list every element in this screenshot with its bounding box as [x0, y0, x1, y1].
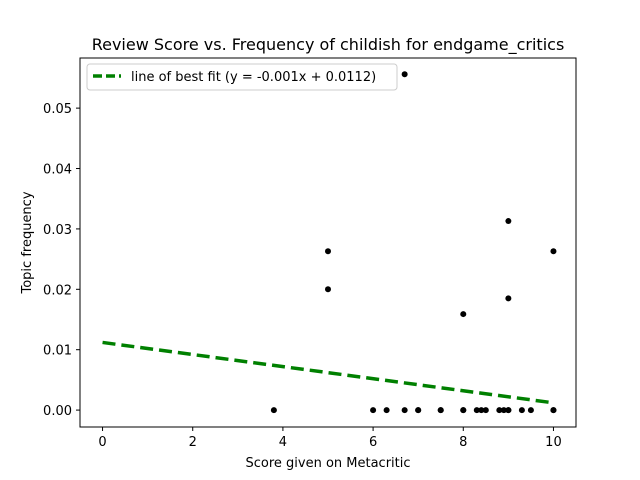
data-point	[370, 407, 377, 414]
fit-line	[102, 340, 554, 405]
data-point	[482, 407, 489, 414]
y-tick-label: 0.03	[43, 223, 72, 238]
x-tick-label: 4	[279, 435, 287, 450]
y-axis-ticks: 0.00 0.01 0.02 0.03 0.04 0.05	[43, 102, 80, 419]
data-point	[401, 71, 408, 78]
y-tick-label: 0.05	[43, 102, 72, 117]
y-tick-label: 0.00	[43, 404, 72, 419]
x-tick-label: 2	[189, 435, 197, 450]
data-point	[478, 407, 485, 414]
legend-label-fit-line: line of best fit (y = -0.001x + 0.0112)	[131, 70, 376, 85]
data-point	[527, 407, 534, 414]
y-axis-label: Topic frequency	[20, 191, 35, 294]
legend: line of best fit (y = -0.001x + 0.0112)	[86, 63, 398, 91]
fit-line-layer	[102, 340, 554, 405]
x-tick-label: 0	[98, 435, 106, 450]
data-point	[460, 311, 467, 318]
x-tick-label: 10	[545, 435, 562, 450]
data-point	[270, 407, 277, 414]
data-point	[401, 407, 408, 414]
data-point	[437, 407, 444, 414]
data-point	[460, 407, 467, 414]
data-point	[550, 248, 557, 255]
data-point	[505, 407, 512, 414]
data-points-layer	[270, 71, 557, 414]
legend-box	[86, 63, 398, 91]
data-point	[415, 407, 422, 414]
data-point	[496, 407, 503, 414]
data-point	[473, 407, 480, 414]
data-point	[518, 407, 525, 414]
x-axis-ticks: 0 2 4 6 8 10	[98, 427, 562, 450]
plot-area-frame	[79, 57, 577, 428]
chart-title: Review Score vs. Frequency of childish f…	[92, 35, 565, 55]
x-tick-label: 6	[369, 435, 377, 450]
y-tick-label: 0.01	[43, 344, 72, 359]
x-axis-label: Score given on Metacritic	[245, 456, 410, 471]
y-tick-label: 0.04	[43, 163, 72, 178]
data-point	[500, 407, 507, 414]
data-point	[505, 295, 512, 302]
data-point	[325, 286, 331, 293]
data-point	[550, 407, 557, 414]
data-point	[383, 407, 390, 414]
data-point	[505, 218, 512, 225]
x-tick-label: 8	[459, 435, 467, 450]
y-tick-label: 0.02	[43, 283, 72, 298]
data-point	[325, 248, 331, 255]
